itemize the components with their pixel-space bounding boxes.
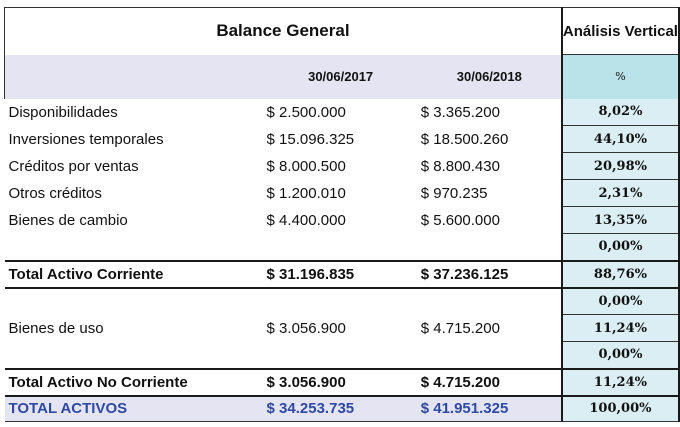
total-current-label: Total Activo Corriente bbox=[4, 259, 264, 288]
value-2017: $ 8.000.500 bbox=[266, 157, 346, 175]
row-label: Créditos por ventas bbox=[8, 157, 139, 175]
row-label: Inversiones temporales bbox=[8, 130, 164, 148]
total-assets-pct: 100,00% bbox=[560, 395, 680, 422]
table-row: Bienes de uso $ 3.056.900 $ 4.715.200 0,… bbox=[4, 286, 680, 369]
vertical-pct: 11,24% bbox=[560, 314, 680, 342]
row-label: Bienes de cambio bbox=[8, 211, 128, 229]
value-2018: $ 3.365.200 bbox=[420, 103, 500, 121]
table-row: Créditos por ventas $ 8.000.500 $ 8.800.… bbox=[5, 152, 680, 180]
vertical-pct: 44,10% bbox=[560, 125, 680, 153]
total-assets-2017: $ 34.253.735 bbox=[263, 395, 418, 422]
row-label: Otros créditos bbox=[8, 184, 102, 202]
value-2017 bbox=[264, 234, 418, 261]
value-2018: $ 970.235 bbox=[420, 184, 488, 202]
table-title: Balance General bbox=[3, 7, 562, 55]
table-row: 0,00% bbox=[5, 341, 680, 369]
vertical-analysis-header: Análisis Vertical bbox=[560, 7, 680, 55]
table-row: Inversiones temporales $ 15.096.325 $ 18… bbox=[5, 125, 680, 153]
vertical-pct: 2,31% bbox=[560, 179, 680, 207]
table-row: Otros créditos $ 1.200.010 $ 970.235 2,3… bbox=[5, 179, 680, 207]
date-header-2017: 30/06/2017 bbox=[263, 54, 418, 99]
value-2018 bbox=[418, 234, 562, 261]
value-2017: $ 2.500.000 bbox=[266, 103, 346, 121]
value-2018: $ 8.800.430 bbox=[420, 157, 500, 175]
table-row: Disponibilidades $ 2.500.000 $ 3.365.200… bbox=[5, 98, 680, 126]
vertical-pct: 20,98% bbox=[560, 152, 680, 180]
total-current-row: Total Activo Corriente $ 31.196.835 $ 37… bbox=[4, 259, 680, 288]
total-current-2018: $ 37.236.125 bbox=[417, 259, 562, 288]
total-assets-row: TOTAL ACTIVOS $ 34.253.735 $ 41.951.325 … bbox=[4, 395, 680, 422]
value-2017: $ 4.400.000 bbox=[266, 211, 346, 229]
percent-header: % bbox=[560, 54, 680, 99]
total-noncurrent-label: Total Activo No Corriente bbox=[4, 367, 264, 397]
vertical-pct: 0,00% bbox=[560, 341, 680, 369]
row-label: Disponibilidades bbox=[8, 103, 118, 121]
table-row: Bienes de cambio $ 4.400.000 $ 5.600.000… bbox=[5, 206, 680, 234]
vertical-pct: 8,02% bbox=[560, 98, 680, 126]
date-header-2018: 30/06/2018 bbox=[417, 54, 562, 99]
total-assets-2018: $ 41.951.325 bbox=[417, 395, 562, 422]
vertical-pct: 13,35% bbox=[560, 206, 680, 234]
vertical-pct: 0,00% bbox=[560, 233, 680, 261]
total-noncurrent-2018: $ 4.715.200 bbox=[417, 367, 562, 397]
value-2017: $ 15.096.325 bbox=[266, 130, 355, 148]
total-noncurrent-pct: 11,24% bbox=[560, 367, 680, 397]
row-label bbox=[5, 234, 264, 261]
total-noncurrent-2017: $ 3.056.900 bbox=[263, 367, 418, 397]
vertical-pct: 0,00% bbox=[560, 286, 680, 315]
total-assets-label: TOTAL ACTIVOS bbox=[4, 395, 264, 422]
total-current-pct: 88,76% bbox=[560, 259, 680, 288]
label-header-cell bbox=[3, 54, 264, 99]
value-2018: $ 18.500.260 bbox=[420, 130, 509, 148]
total-current-2017: $ 31.196.835 bbox=[263, 259, 418, 288]
value-2018: $ 5.600.000 bbox=[420, 211, 500, 229]
value-2017: $ 1.200.010 bbox=[266, 184, 346, 202]
total-noncurrent-row: Total Activo No Corriente $ 3.056.900 $ … bbox=[4, 367, 680, 397]
fixed-assets-label: Bienes de uso bbox=[4, 286, 264, 369]
balance-table: Balance General Análisis Vertical 30/06/… bbox=[3, 7, 680, 422]
fixed-assets-2017: $ 3.056.900 bbox=[263, 286, 418, 369]
table-row: 0,00% bbox=[5, 233, 680, 261]
table-row: 11,24% bbox=[5, 314, 680, 342]
fixed-assets-2018: $ 4.715.200 bbox=[417, 286, 562, 369]
